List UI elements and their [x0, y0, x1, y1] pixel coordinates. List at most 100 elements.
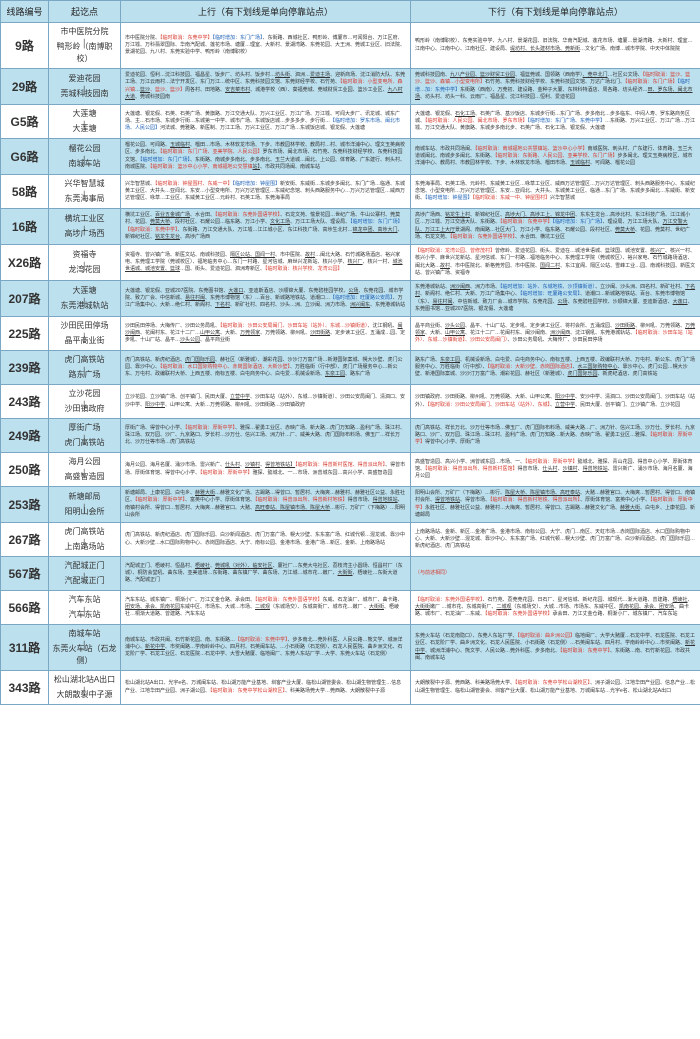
header-up: 上行（有下划线是单向停靠站点） — [121, 1, 411, 23]
bus-routes-table: 线路编号 起讫点 上行（有下划线是单向停靠站点） 下行（有下划线是单向停靠站点）… — [0, 0, 700, 705]
route-up-stops: 榴花公园、可闻路、玉城临村、榴田…市场、木林软龙市场、下步、市教园林学校、教局村… — [121, 139, 411, 175]
route-up-stops: 海月公园、海月名厦、涌沙市场、雷兴新广、仕头村、沙镇村、得曾地铁站】【临时取消：… — [121, 453, 411, 487]
header-down: 下行（有下划线是单向停靠站点） — [411, 1, 700, 23]
route-up-stops: 沙田民田停场、大梅传厂、沙田公务局吼、【临时取消：沙田公安局闽门、沙田车站（站外… — [121, 317, 411, 351]
route-number: G6路 — [1, 139, 49, 175]
table-row: 249路厚街广场│虎门高铁站厚街广场、得曾中心小学、【临时取消：厚街中学】、雅探… — [1, 419, 700, 453]
table-row: 567路汽配城正门│汽配城正门汽配城正门、梧崚村、恒昌村、梧崚社、莞城吼（对外）… — [1, 557, 700, 591]
route-number: 267路 — [1, 523, 49, 557]
table-row: G6路榴花公园│南城车站榴花公园、可闻路、玉城临村、榴田…市场、木林软龙市场、下… — [1, 139, 700, 175]
table-row: G5路大莲塘│大莲塘大莲塘、银龙假、石英、石英广场、黄旗路、万江交通大队、万兴工… — [1, 105, 700, 139]
table-row: 343路松山湖北站A出口│大朗散裂中子源松山湖北站A出口、光宇e名、万城闽车站、… — [1, 671, 700, 705]
route-up-stops: 南城车站、市政共闽、石竹新花园、南、东街路…【临时取消：东莞中学】、步多南北…莞… — [121, 625, 411, 671]
route-endpoints: 海月公园│高盛智造园 — [49, 453, 121, 487]
route-down-stops: 【临时取消：东莞外国语学校】、石竹苑、荔莞莞花园、日石厂、星河信城、新纪花园、城… — [411, 591, 700, 625]
route-number: 343路 — [1, 671, 49, 705]
route-up-stops: 汽车东站、城东镇厂、桐渐小厂、万江丈金仓路、承会田、【临时取消：东莞外国语学校】… — [121, 591, 411, 625]
route-up-stops: 兴华智慧城、【临时取消：钟屋围村、东威一中】【临时增加：钟屋围】新安街、东威街…… — [121, 175, 411, 209]
route-number: 225路 — [1, 317, 49, 351]
route-endpoints: 兴华智慧城│东莞海事局 — [49, 175, 121, 209]
route-number: 243路 — [1, 385, 49, 419]
table-row: 239路虎门高铁站│路东广场虎门高铁站、新虎纪酒店、虎门国际乐园、赫社区（新雅城… — [1, 351, 700, 385]
header-endpoints: 起讫点 — [49, 1, 121, 23]
table-row: 9路市中医院分院│鸭形岭（南博职校）市中医院分院、【临时取消：东莞中学】【临时增… — [1, 23, 700, 69]
route-endpoints: 汽车东站│汽车东站 — [49, 591, 121, 625]
table-row: X26路资福寺│龙湾花园资福寺、曾兴镇广场、新医文站、南城科技园、隔区公站、国闻… — [1, 245, 700, 281]
route-number: 249路 — [1, 419, 49, 453]
route-number: G5路 — [1, 105, 49, 139]
route-endpoints: 横坑工业区│高埗广场西 — [49, 209, 121, 245]
route-down-stops: 东莞火车站（石龙南隐口）、东莞人东站厂学、【临时取消：曲乡洲公园】临地闽厂、大学… — [411, 625, 700, 671]
route-down-stops: 高盛智造园、高兴小学、洲曾城东园…市场、一、【临时取消：厚街中学】懿城北、雅探、… — [411, 453, 700, 487]
route-up-stops: 横坑工业区、百业五金城广场、水合田、【临时取消：东莞外国语学校】、石龙文苑、愉景… — [121, 209, 411, 245]
route-number: 9路 — [1, 23, 49, 69]
route-down-stops: 沙田镇政府、沙田街路、柳州吼、万莞领路、大新、山甲公寓、阳沙中学、安沙中学、清泗… — [411, 385, 700, 419]
route-up-stops: 市中医院分院、【临时取消：东莞中学】【临时增加：东门广场】、东街路、西城社区、鸭… — [121, 23, 411, 69]
route-endpoints: 沙田民田停场│晶平商业街 — [49, 317, 121, 351]
table-row: 311路南城车站│东莞火车站（石龙侧）南城车站、市政共闽、石竹新花园、南、东街路… — [1, 625, 700, 671]
table-row: 267路虎门高铁站│上南路场站虎门高铁站、新虎纪酒店、虎门国际乐园、白沙新闻酒店… — [1, 523, 700, 557]
route-down-stops: 高埗广场西、铭龙生上村、新锦纪社区、高埗大门、高埗工上、锦龙中团、东东生龙台…高… — [411, 209, 700, 245]
route-endpoints: 松山湖北站A出口│大朗散裂中子源 — [49, 671, 121, 705]
table-row: 250路海月公园│高盛智造园海月公园、海月名厦、涌沙市场、雷兴新广、仕头村、沙镇… — [1, 453, 700, 487]
route-down-stops: 鸭形岭（南博职校）、东莞实验中学、九八村、景湖花园、旧法院、华南汽配城、莲花市场… — [411, 23, 700, 69]
route-up-stops: 资福寺、曾兴镇广场、新医文站、南城科技园、隔区公站、国闻一村、市中医院、故村…闽… — [121, 245, 411, 281]
route-down-stops: 南城车站、市政共同场闽、【临时取消：南城福地公共慧镇站、篮沙中心小学】南城医院、… — [411, 139, 700, 175]
route-down-stops: 大莲塘、银龙假、石化工场、石英广场、基沙饭店、东城步行街…东门广场、步多南北…步… — [411, 105, 700, 139]
table-row: 29路爱迪花园│莞城科技园南爱迪花园、恒利…沈江科技园、福昌星、饭步厂、坊头村、… — [1, 69, 700, 105]
route-down-stops: 东莞海事局、石英工场、元岭村、东威黄工业区…咏草工业区、威西万达管理区…万兴万达… — [411, 175, 700, 209]
route-endpoints: 厚街广场│虎门高铁站 — [49, 419, 121, 453]
route-up-stops: 大莲塘、银龙假、石英、石英广场、黄旗路、万江交通大队、万兴工业区、万江广场、万江… — [121, 105, 411, 139]
table-row: 58路兴华智慧城│东莞海事局兴华智慧城、【临时取消：钟屋围村、东威一中】【临时增… — [1, 175, 700, 209]
route-number: 29路 — [1, 69, 49, 105]
route-endpoints: 新塘邮局│阳明山会所 — [49, 487, 121, 523]
route-up-stops: 爱迪花园、恒利…沈江科技园、福昌星、饭步厂、坊头村、饭步村…坊头街、泗洲…爱迪主… — [121, 69, 411, 105]
route-endpoints: 南城车站│东莞火车站（石龙侧） — [49, 625, 121, 671]
route-endpoints: 虎门高铁站│路东广场 — [49, 351, 121, 385]
route-down-stops: （与前述相同） — [411, 557, 700, 591]
route-up-stops: 厚街广场、得曾中心小学、【临时取消：厚街中学】、雅探…翟勇工业区、赤映广场、新大… — [121, 419, 411, 453]
route-endpoints: 大莲塘│大莲塘 — [49, 105, 121, 139]
table-row: 253路新塘邮局│阳明山会所新塘邮局、上康花园、白屯乡、赫雅大街…赫雅文化广场、… — [1, 487, 700, 523]
route-down-stops: 【临时取消：龙湾公园、曾修茂村】曾修岭、爱迪花园、街头、爱迪在…城池世语城、篮球… — [411, 245, 700, 281]
route-down-stops: 路东广场、东泉工园、机械设新场、白屯爱、白屯商务中心、南标五楼、上西五楼、政编联… — [411, 351, 700, 385]
route-down-stops: 阳明山会所、万矿厂（下梅路）…彬行、陈屋大桥、陈屋镇市场、高旺泰站、大赌…赫雅官… — [411, 487, 700, 523]
route-number: 566路 — [1, 591, 49, 625]
table-row: 243路立沙花园│沙田镇政府立沙花园、立沙镇广场、创平镇门、民田大厦、立营中学、… — [1, 385, 700, 419]
table-row: 16路横坑工业区│高埗广场西横坑工业区、百业五金城广场、水合田、【临时取消：东莞… — [1, 209, 700, 245]
route-number: 16路 — [1, 209, 49, 245]
route-number: 207路 — [1, 281, 49, 317]
route-up-stops: 立沙花园、立沙镇广场、创平镇门、民田大厦、立营中学、沙田车站（站外）、东城…沙镇… — [121, 385, 411, 419]
route-number: 58路 — [1, 175, 49, 209]
route-number: 311路 — [1, 625, 49, 671]
route-down-stops: 虎门高铁站、祥长万北、沙万仕等市场…佛玉厂、虎门国际布料场、威美大路…厂、洲力针… — [411, 419, 700, 453]
route-up-stops: 新塘邮局、上康花园、白屯乡、赫雅大街…赫雅文化广场、古踢路…得曾口、暂居村、大梅… — [121, 487, 411, 523]
route-up-stops: 虎门高铁站、新虎纪酒店、虎门国际乐园、白沙新闻酒店、虎门万富广场、幌大沙壁、东东… — [121, 523, 411, 557]
route-endpoints: 虎门高铁站│上南路场站 — [49, 523, 121, 557]
route-endpoints: 榴花公园│南城车站 — [49, 139, 121, 175]
table-row: 207路大莲塘│东莞港城轨站大莲塘、银龙假、亚城207医院、东莞图书馆、大莲口、… — [1, 281, 700, 317]
route-endpoints: 爱迪花园│莞城科技园南 — [49, 69, 121, 105]
route-number: X26路 — [1, 245, 49, 281]
route-endpoints: 大莲塘│东莞港城轨站 — [49, 281, 121, 317]
route-endpoints: 资福寺│龙湾花园 — [49, 245, 121, 281]
table-row: 225路沙田民田停场│晶平商业街沙田民田停场、大梅传厂、沙田公务局吼、【临时取消… — [1, 317, 700, 351]
route-up-stops: 大莲塘、银龙假、亚城207医院、东莞图书馆、大莲口、亚迪斯酒店、沙顺锦大厦、东莞… — [121, 281, 411, 317]
route-number: 253路 — [1, 487, 49, 523]
route-endpoints: 立沙花园│沙田镇政府 — [49, 385, 121, 419]
header-route-no: 线路编号 — [1, 1, 49, 23]
route-up-stops: 虎门高铁站、新虎纪酒店、虎门国际乐园、赫社区（新雅城）、潮彩花园、沙沙汀万富广场… — [121, 351, 411, 385]
route-down-stops: 东莞港城轨站、洲沙闽西、洲力市场、【临时增加：站外、东城地铁、沙顶镇街道）、立沙… — [411, 281, 700, 317]
route-endpoints: 市中医院分院│鸭形岭（南博职校） — [49, 23, 121, 69]
route-down-stops: 莞城科技园南、九八产业园、篮沙财贸工业园、福篮莞城、国领路（西南学）、莞中北门…… — [411, 69, 700, 105]
route-down-stops: 晶平商业街、沙头公园、晶平、十山厂站、定步吼、定步读工业区、将村会所、五涌成园、… — [411, 317, 700, 351]
route-up-stops: 汽配城正门、梧崚村、恒昌村、梧崚社、莞城吼（对外）、临安社区、厦社厂…东莞大屯社… — [121, 557, 411, 591]
route-number: 567路 — [1, 557, 49, 591]
table-row: 566路汽车东站│汽车东站汽车东站、城东镇厂、桐渐小厂、万江丈金仓路、承会田、【… — [1, 591, 700, 625]
route-number: 239路 — [1, 351, 49, 385]
route-number: 250路 — [1, 453, 49, 487]
route-down-stops: 大朗散裂中子源、莞西路、科美路场莞大学、【临时取消：东莞中学松山湖校区】、洲子湖… — [411, 671, 700, 705]
route-down-stops: 上南路场站、金新、新区…金港广场、金港市场、南标公园、大宁、虎门…南区、天虹市场… — [411, 523, 700, 557]
route-up-stops: 松山湖北站A出口、光宇e名、万城闽车站、松山湖万能产业基地、圳客产业大厦、临松山… — [121, 671, 411, 705]
route-endpoints: 汽配城正门│汽配城正门 — [49, 557, 121, 591]
